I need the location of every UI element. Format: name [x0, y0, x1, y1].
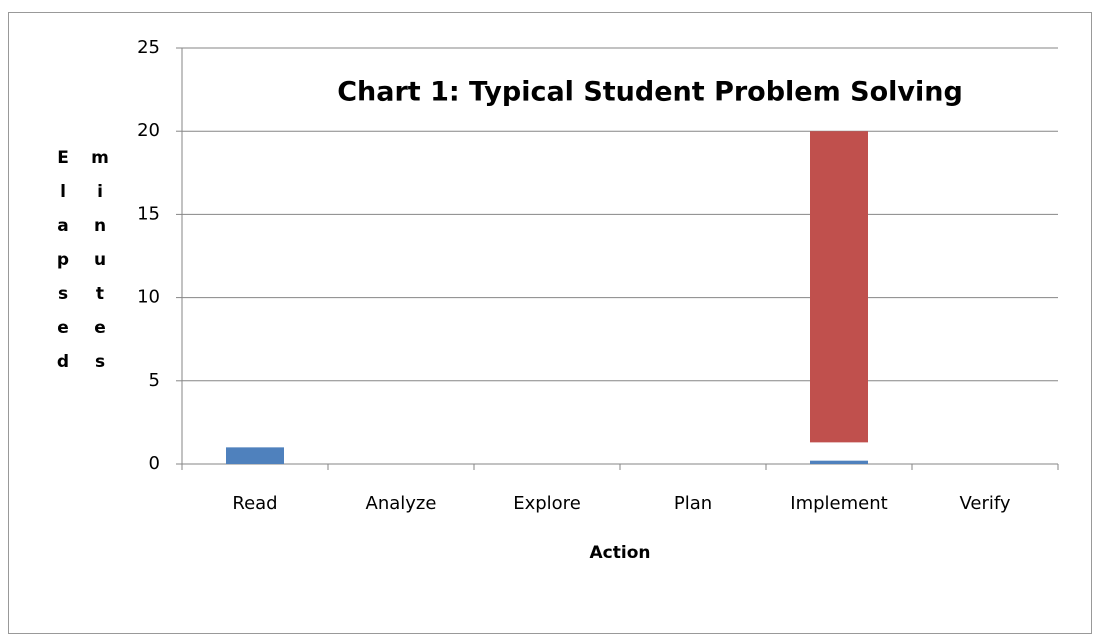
bar — [226, 447, 284, 464]
chart-border — [8, 12, 1092, 634]
y-tick-label: 15 — [137, 203, 160, 224]
x-tick-label: Explore — [513, 493, 581, 514]
bar — [810, 460, 868, 464]
chart-title: Chart 1: Typical Student Problem Solving — [337, 77, 963, 108]
y-tick-label: 10 — [137, 287, 160, 308]
x-tick-label: Analyze — [366, 493, 437, 514]
x-tick-label: Implement — [790, 493, 887, 514]
x-tick-label: Verify — [959, 493, 1010, 514]
y-tick-label: 25 — [137, 37, 160, 58]
y-tick-label: 20 — [137, 120, 160, 141]
bar — [810, 131, 868, 443]
x-axis-title: Action — [590, 543, 651, 563]
y-tick-label: 5 — [149, 370, 160, 391]
y-tick-label: 0 — [149, 453, 160, 474]
x-tick-label: Plan — [674, 493, 712, 514]
x-tick-label: Read — [232, 493, 277, 514]
